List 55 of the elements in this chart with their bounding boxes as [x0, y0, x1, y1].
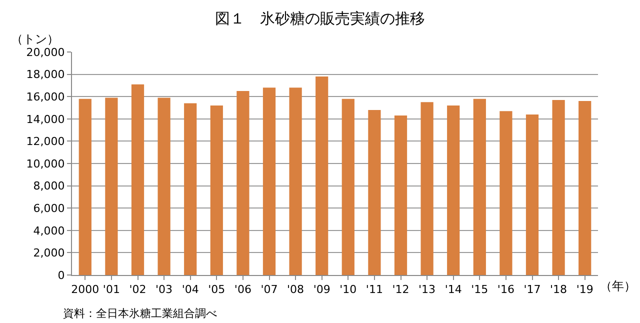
- bar: [131, 84, 144, 275]
- x-tick-label: '18: [550, 283, 568, 296]
- x-tick-label: '19: [576, 283, 594, 296]
- bar: [316, 76, 328, 275]
- x-tick-label: '06: [234, 283, 252, 296]
- y-tick-label: 4,000: [33, 224, 65, 238]
- bar: [105, 98, 118, 275]
- bar: [342, 98, 354, 275]
- bar: [236, 91, 250, 275]
- y-tick-label: 10,000: [26, 157, 65, 170]
- y-tick-label: 6,000: [33, 202, 65, 215]
- x-tick-label: '05: [208, 283, 226, 296]
- bar: [394, 116, 408, 275]
- x-tick-label: '12: [392, 283, 410, 296]
- x-tick-label: '03: [156, 283, 173, 296]
- x-tick-label: '11: [366, 283, 383, 296]
- bar: [184, 103, 197, 275]
- bar: [158, 98, 170, 275]
- text: 資料：全日本氷糖工業組合調べ: [63, 307, 217, 320]
- bar: [78, 98, 92, 275]
- y-tick-label: 18,000: [26, 68, 65, 82]
- x-tick-label: '02: [129, 283, 146, 296]
- x-tick-label: '17: [524, 283, 541, 296]
- bar: [578, 101, 592, 275]
- bar: [500, 111, 512, 275]
- x-tick-label: '04: [182, 283, 199, 296]
- y-tick-label: 12,000: [26, 135, 65, 148]
- bar: [473, 98, 486, 275]
- x-tick-label: '16: [497, 283, 514, 296]
- x-tick-label: '10: [340, 283, 357, 296]
- y-tick-label: 8,000: [33, 180, 65, 193]
- bar: [447, 106, 460, 275]
- y-tick-label: 16,000: [26, 90, 65, 104]
- bar: [552, 100, 565, 275]
- x-tick-label: '01: [102, 283, 120, 296]
- x-axis-title: （年）: [600, 279, 636, 293]
- bar: [420, 102, 434, 275]
- chart-title: 図１ 氷砂糖の販売実績の推移: [215, 9, 425, 28]
- x-tick-label: '07: [260, 283, 278, 296]
- bar: [289, 88, 302, 275]
- y-axis-title: （トン）: [11, 32, 59, 46]
- x-tick-label: '09: [313, 283, 330, 296]
- x-tick-label: 2000: [71, 283, 100, 296]
- y-tick-label: 14,000: [26, 112, 65, 126]
- x-tick-label: '14: [444, 283, 462, 296]
- x-tick-label: '15: [471, 283, 488, 296]
- x-tick-label: '13: [418, 283, 436, 296]
- y-tick-label: 20,000: [26, 46, 65, 59]
- y-tick-label: 0: [58, 268, 65, 282]
- bar: [262, 88, 276, 275]
- bar: [526, 114, 539, 275]
- bar: [210, 106, 223, 275]
- x-tick-label: '08: [287, 283, 304, 296]
- y-tick-label: 2,000: [33, 246, 65, 260]
- bar: [368, 110, 381, 275]
